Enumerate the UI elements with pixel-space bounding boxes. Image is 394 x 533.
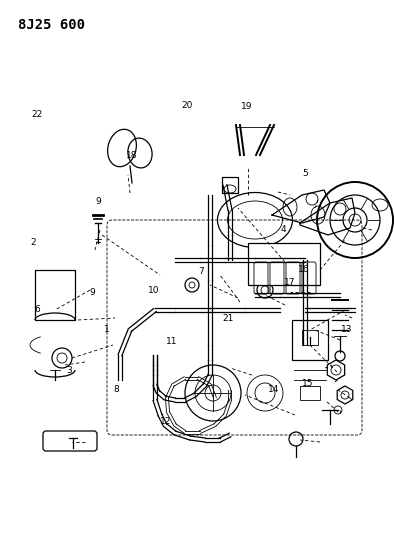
Bar bbox=[222, 177, 238, 193]
Text: 13: 13 bbox=[341, 325, 353, 334]
Bar bbox=[35, 270, 75, 320]
Bar bbox=[300, 386, 320, 400]
Text: 8J25 600: 8J25 600 bbox=[18, 18, 85, 32]
Text: 21: 21 bbox=[222, 314, 233, 323]
Bar bbox=[292, 320, 328, 360]
Text: 22: 22 bbox=[32, 110, 43, 119]
Text: 6: 6 bbox=[35, 305, 40, 313]
Text: 3: 3 bbox=[66, 366, 72, 375]
Text: 1: 1 bbox=[104, 325, 109, 334]
Text: 8: 8 bbox=[113, 385, 119, 393]
Text: 11: 11 bbox=[165, 337, 177, 345]
Text: 4: 4 bbox=[281, 225, 286, 233]
Bar bbox=[302, 330, 318, 345]
Text: 5: 5 bbox=[303, 169, 308, 177]
Bar bbox=[248, 243, 320, 285]
Text: 20: 20 bbox=[182, 101, 193, 110]
Text: 9: 9 bbox=[96, 197, 101, 206]
Text: 18: 18 bbox=[126, 151, 138, 160]
Text: 7: 7 bbox=[198, 268, 204, 276]
Circle shape bbox=[189, 282, 195, 288]
Text: 10: 10 bbox=[148, 286, 160, 295]
Text: 15: 15 bbox=[302, 379, 314, 388]
Text: 2: 2 bbox=[31, 238, 36, 247]
Text: 14: 14 bbox=[268, 385, 279, 393]
Text: 9: 9 bbox=[90, 288, 95, 296]
Circle shape bbox=[261, 286, 269, 294]
Text: 19: 19 bbox=[240, 102, 252, 111]
Text: 12: 12 bbox=[160, 417, 171, 425]
Text: 17: 17 bbox=[284, 278, 296, 287]
Text: 16: 16 bbox=[297, 265, 309, 273]
Circle shape bbox=[349, 214, 361, 226]
